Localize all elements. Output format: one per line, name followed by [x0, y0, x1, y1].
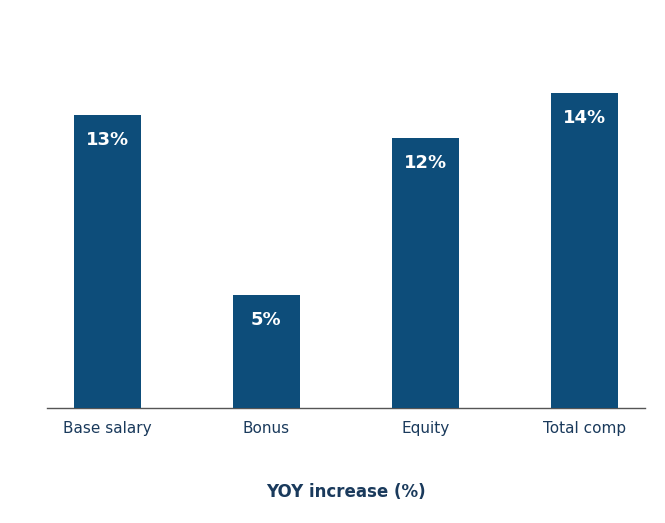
Bar — [392, 138, 459, 408]
Bar — [74, 116, 140, 408]
Text: 14%: 14% — [563, 109, 606, 127]
Text: 13%: 13% — [86, 131, 129, 149]
Bar — [551, 93, 618, 408]
Text: 12%: 12% — [404, 154, 447, 172]
Bar — [233, 295, 300, 408]
Text: 5%: 5% — [251, 311, 281, 329]
Text: YOY increase (%): YOY increase (%) — [266, 483, 426, 501]
